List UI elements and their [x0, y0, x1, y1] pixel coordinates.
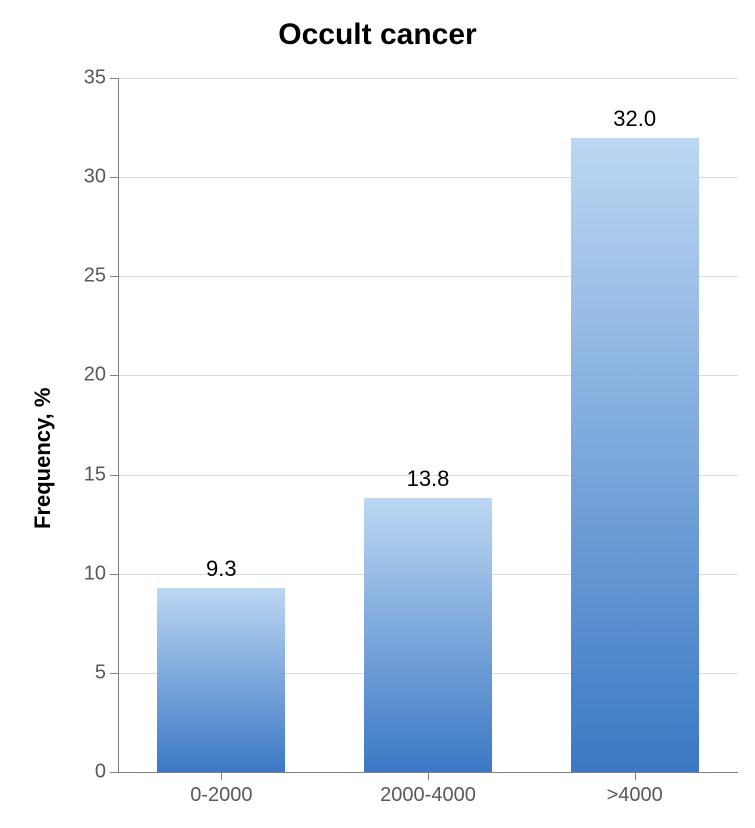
bar-chart: Occult cancer Frequency, % 0510152025303…: [0, 0, 755, 828]
y-tick-mark: [110, 673, 118, 674]
bar: [364, 498, 492, 772]
y-tick-mark: [110, 475, 118, 476]
y-tick-label: 10: [68, 562, 106, 585]
y-tick-label: 5: [68, 661, 106, 684]
bar: [571, 138, 699, 773]
plot-area: 051015202530359.30-200013.82000-400032.0…: [118, 78, 738, 772]
y-tick-label: 15: [68, 463, 106, 486]
x-tick-label: 2000-4000: [380, 784, 476, 807]
bar-value-label: 13.8: [407, 466, 450, 492]
y-tick-label: 0: [68, 761, 106, 784]
bar-value-label: 32.0: [613, 106, 656, 132]
gridline: [118, 78, 738, 79]
y-tick-mark: [110, 375, 118, 376]
y-tick-mark: [110, 177, 118, 178]
y-tick-label: 25: [68, 265, 106, 288]
bar-value-label: 9.3: [206, 556, 237, 582]
x-tick-mark: [635, 772, 636, 780]
y-tick-label: 20: [68, 364, 106, 387]
y-axis-label: Frequency, %: [30, 388, 56, 529]
bar: [157, 588, 285, 772]
y-tick-label: 30: [68, 166, 106, 189]
chart-title: Occult cancer: [0, 18, 755, 52]
y-tick-mark: [110, 276, 118, 277]
y-tick-mark: [110, 574, 118, 575]
x-tick-label: >4000: [607, 784, 663, 807]
y-axis-line: [118, 78, 119, 772]
y-tick-mark: [110, 772, 118, 773]
x-tick-label: 0-2000: [190, 784, 252, 807]
x-tick-mark: [221, 772, 222, 780]
y-tick-label: 35: [68, 67, 106, 90]
y-tick-mark: [110, 78, 118, 79]
x-tick-mark: [428, 772, 429, 780]
